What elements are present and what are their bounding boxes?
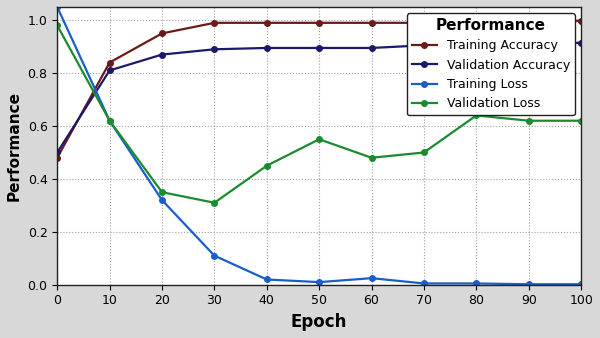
Validation Loss [421,150,428,154]
Training Accuracy [263,21,271,25]
Training Loss [525,282,532,286]
Validation Accuracy [421,43,428,47]
Training Accuracy [368,21,375,25]
Training Loss [263,277,271,282]
Validation Loss [263,164,271,168]
Training Loss [473,282,480,286]
Training Accuracy [316,21,323,25]
Validation Accuracy [106,68,113,72]
Line: Training Loss: Training Loss [55,4,584,287]
Validation Accuracy [211,47,218,51]
Training Loss [106,119,113,123]
Training Loss [53,5,61,9]
Line: Validation Accuracy: Validation Accuracy [55,40,584,155]
Training Accuracy [578,19,585,23]
Validation Accuracy [578,41,585,45]
Validation Loss [316,137,323,141]
Validation Accuracy [368,46,375,50]
Training Loss [316,280,323,284]
Training Accuracy [211,21,218,25]
Validation Accuracy [158,52,166,56]
Line: Validation Loss: Validation Loss [55,23,584,206]
Validation Accuracy [316,46,323,50]
Training Accuracy [473,20,480,24]
Validation Accuracy [263,46,271,50]
Training Accuracy [158,31,166,35]
Training Loss [158,198,166,202]
Training Accuracy [421,21,428,25]
Training Accuracy [525,20,532,24]
Training Loss [421,282,428,286]
X-axis label: Epoch: Epoch [291,313,347,331]
Validation Accuracy [473,43,480,47]
Validation Accuracy [525,43,532,47]
Training Loss [368,276,375,280]
Validation Loss [368,156,375,160]
Validation Loss [578,119,585,123]
Validation Loss [158,190,166,194]
Validation Loss [53,23,61,27]
Training Loss [578,282,585,286]
Legend: Training Accuracy, Validation Accuracy, Training Loss, Validation Loss: Training Accuracy, Validation Accuracy, … [407,13,575,115]
Training Accuracy [53,156,61,160]
Validation Loss [106,119,113,123]
Line: Training Accuracy: Training Accuracy [55,18,584,161]
Y-axis label: Performance: Performance [7,91,22,201]
Validation Loss [211,201,218,205]
Training Loss [211,254,218,258]
Training Accuracy [106,61,113,65]
Validation Accuracy [53,150,61,154]
Validation Loss [525,119,532,123]
Validation Loss [473,114,480,118]
